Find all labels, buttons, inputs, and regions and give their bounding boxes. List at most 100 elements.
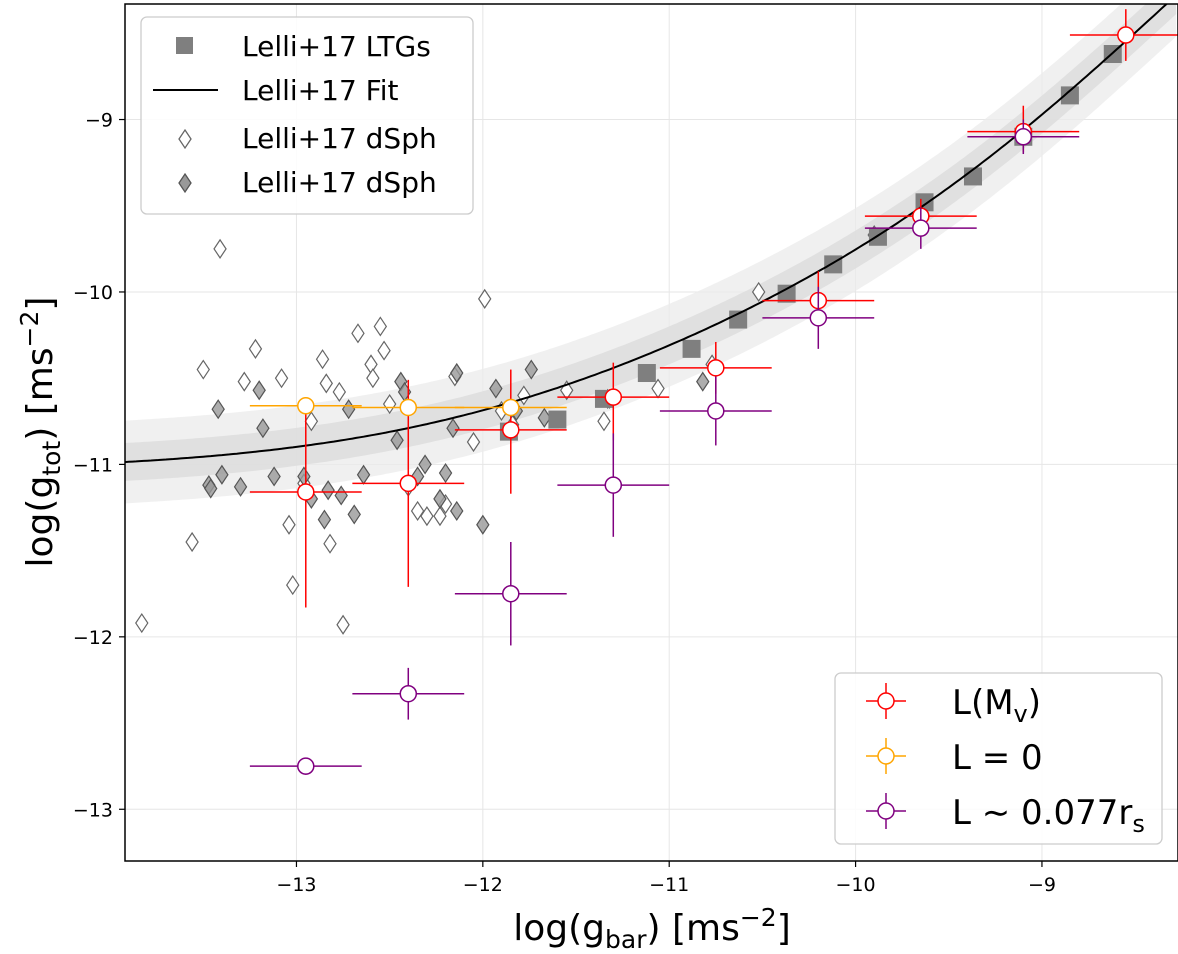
legend-lmv-marker	[877, 692, 895, 710]
series-point	[707, 359, 725, 377]
dsph-open-point	[373, 316, 388, 337]
dsph-filled-point	[204, 478, 218, 499]
legend-l0-label: L = 0	[952, 738, 1043, 778]
dsph-filled-point	[418, 454, 432, 475]
dsph-open-point	[315, 349, 330, 370]
dsph-open-point	[410, 500, 425, 522]
legend-ltgs-label: Lelli+17 LTGs	[242, 30, 431, 63]
dsph-open-point	[751, 281, 766, 303]
series-point	[502, 584, 520, 603]
dsph-open-point	[597, 411, 611, 432]
dsph-open-point	[477, 288, 492, 309]
dsph-filled-point	[489, 378, 503, 399]
legend-dsph-open-label: Lelli+17 dSph	[242, 122, 437, 155]
x-tick-label: −11	[649, 874, 689, 896]
legend-dsph-filled-label: Lelli+17 dSph	[242, 166, 437, 199]
dsph-open-point	[282, 514, 296, 535]
legend-ltgs-marker	[176, 37, 193, 54]
dsph-filled-point	[256, 418, 270, 439]
legend-dsph-filled-marker	[178, 172, 192, 194]
dsph-filled-point	[446, 418, 460, 439]
series-point	[297, 757, 315, 775]
series-point	[502, 421, 520, 439]
series-point	[604, 388, 623, 406]
dsph-filled-point	[252, 380, 266, 401]
dsph-open-point	[466, 431, 481, 453]
dsph-open-point	[237, 371, 251, 392]
dsph-open-point	[135, 612, 149, 634]
legend-lrs-label: L ∼ 0.077rs	[952, 793, 1145, 838]
dsph-filled-point	[450, 500, 464, 522]
legend-lmv-label: L(Mv)	[952, 683, 1041, 728]
ltg-points	[499, 45, 1122, 441]
series-point	[297, 397, 315, 415]
dsph-open-point	[351, 323, 365, 344]
dsph-open-point	[213, 238, 227, 259]
dsph-open-point	[433, 506, 447, 527]
dsph-filled-point	[390, 430, 404, 451]
dsph-filled-point	[476, 514, 490, 535]
dsph-open-point	[366, 368, 380, 389]
x-tick-label: −13	[276, 874, 316, 896]
dsph-open-point	[185, 531, 199, 553]
ltg-point	[1060, 86, 1079, 105]
fit-curve-layer	[125, 4, 1169, 463]
legend-l0-marker	[877, 747, 895, 765]
y-tick-label: −10	[73, 282, 113, 304]
dsph-filled-point	[233, 476, 248, 497]
dsph-filled-point	[267, 466, 281, 487]
model-series	[249, 9, 1178, 775]
y-tick-label: −11	[73, 454, 113, 476]
fit-curve	[125, 4, 1169, 463]
series-1	[249, 397, 567, 417]
dsph-filled-point	[438, 462, 453, 484]
x-axis-label: log(gbar) [ms−2]	[513, 903, 791, 954]
y-tick-label: −13	[73, 799, 113, 821]
series-point	[399, 398, 418, 417]
plot-frame	[124, 3, 1178, 862]
y-axis-label: log(gtot) [ms−2]	[15, 297, 66, 568]
legend-top-left-box	[140, 16, 474, 215]
dsph-open-point	[332, 381, 347, 403]
series-point	[297, 483, 315, 501]
dsph-open-point	[420, 506, 434, 527]
series-point	[399, 684, 418, 703]
series-point	[502, 398, 520, 417]
x-tick-label: −10	[836, 874, 876, 896]
ltg-point	[637, 364, 656, 383]
y-tick-label: −9	[85, 110, 113, 132]
dsph-filled-point	[696, 371, 710, 392]
legend-dsph-open-marker	[178, 128, 192, 150]
series-point	[604, 476, 623, 494]
dsph-filled-point	[450, 362, 464, 384]
dsph-open-point	[377, 340, 391, 361]
x-tick-label: −12	[463, 874, 503, 896]
series-point	[707, 402, 725, 420]
dsph-open-point	[274, 368, 289, 389]
dsph-open-point	[336, 614, 350, 635]
series-2	[249, 119, 1080, 775]
dsph-open-point	[286, 575, 300, 596]
dsph-filled-point	[321, 480, 335, 501]
dsph-open-point	[196, 359, 210, 380]
legend-bottom-right-box	[834, 672, 1163, 845]
legend-top-left: Lelli+17 LTGs Lelli+17 Fit Lelli+17 dSph…	[140, 16, 474, 215]
ltg-point	[682, 339, 701, 358]
series-point	[912, 219, 930, 237]
series-point	[809, 309, 828, 327]
axis-ticks: −13 −12 −11 −10 −9 −13 −12 −11 −10 −9	[73, 110, 1056, 896]
dsph-open-point	[382, 393, 397, 415]
ltg-point	[777, 284, 796, 303]
legend-bottom-right: L(Mv) L = 0 L ∼ 0.077rs	[834, 672, 1163, 845]
y-tick-label: −12	[73, 627, 113, 649]
dsph-filled-point	[215, 464, 229, 485]
series-point	[399, 474, 418, 493]
series-point	[1117, 26, 1135, 44]
series-point	[1014, 128, 1033, 146]
dsph-filled-point	[524, 359, 539, 380]
dsph-points	[135, 224, 881, 635]
dsph-open-point	[319, 373, 334, 394]
dsph-filled-point	[317, 509, 332, 530]
legend-lrs-marker	[877, 802, 895, 820]
